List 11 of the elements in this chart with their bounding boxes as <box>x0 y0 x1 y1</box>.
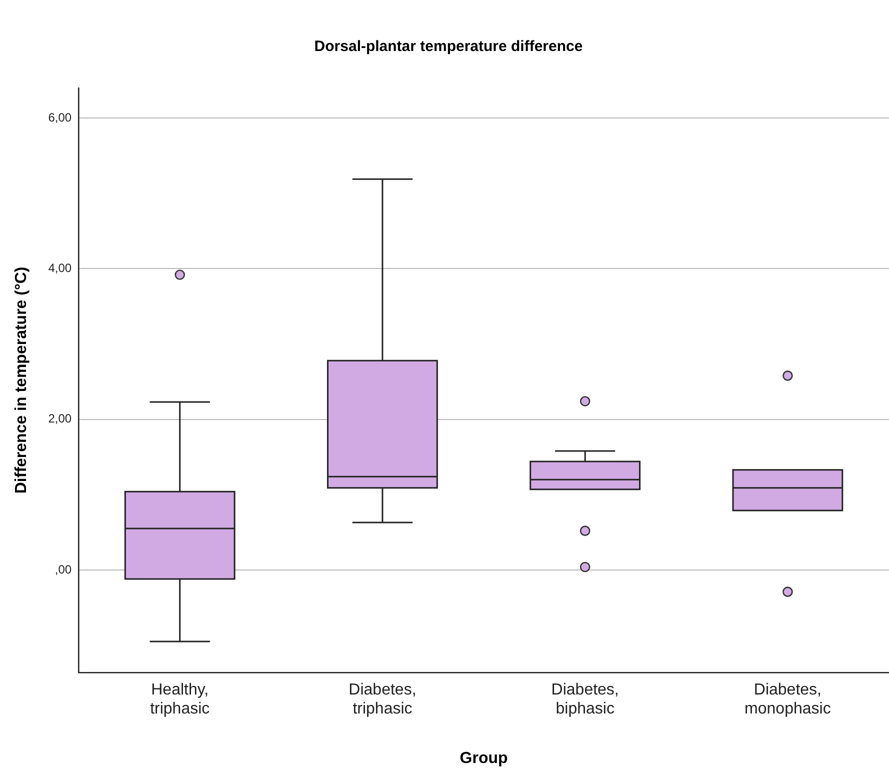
y-tick-label: 2,00 <box>48 412 72 426</box>
y-tick-label: ,00 <box>54 562 72 576</box>
y-tick-label: 4,00 <box>48 261 72 276</box>
x-tick-label: Diabetes, biphasic <box>551 681 619 718</box>
x-tick-label: Healthy, triphasic <box>150 681 210 718</box>
y-tick-label: 6,00 <box>48 110 72 124</box>
y-axis-title: Difference in temperature (°C) <box>13 266 30 494</box>
chart-title: Dorsal-plantar temperature difference <box>314 38 583 56</box>
x-tick-label: Diabetes, triphasic <box>348 681 416 718</box>
x-axis-title: Group <box>460 750 508 767</box>
x-tick-label: Diabetes, monophasic <box>744 681 831 718</box>
